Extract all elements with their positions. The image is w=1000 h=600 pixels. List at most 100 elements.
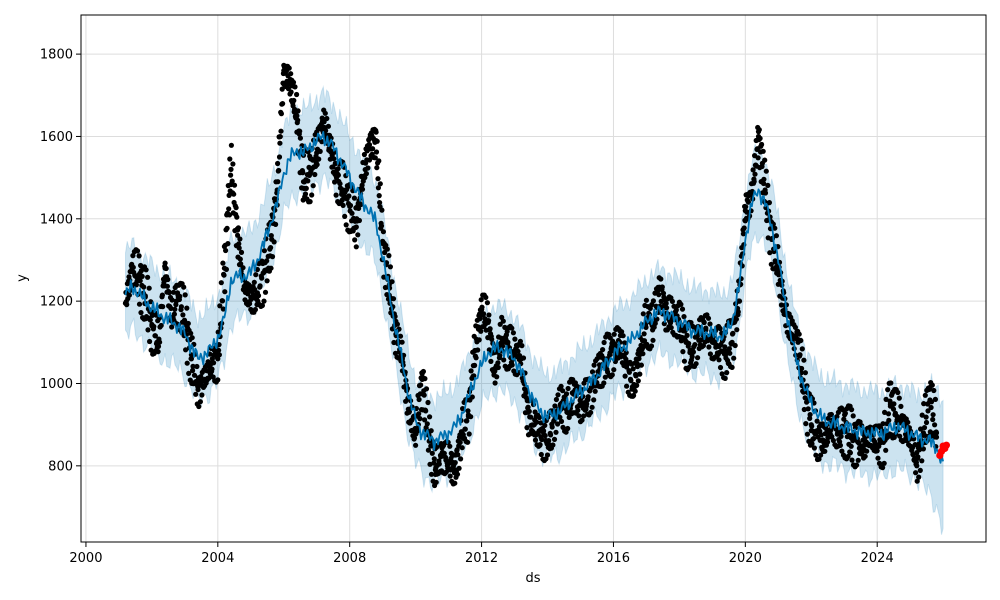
observed-point xyxy=(801,406,807,413)
observed-point xyxy=(380,229,386,235)
observed-point xyxy=(534,419,540,425)
observed-point xyxy=(483,294,489,300)
observed-point xyxy=(722,344,728,350)
observed-point xyxy=(337,185,343,191)
highlight-points xyxy=(936,441,951,460)
observed-point xyxy=(611,331,617,337)
observed-point xyxy=(416,396,422,403)
observed-point xyxy=(664,305,670,311)
observed-point xyxy=(381,274,387,280)
observed-point xyxy=(238,261,244,267)
observed-point xyxy=(552,403,558,409)
observed-point xyxy=(233,205,239,211)
observed-point xyxy=(813,452,819,458)
observed-point xyxy=(809,441,815,447)
observed-point xyxy=(922,392,928,398)
observed-point xyxy=(223,266,229,272)
observed-point xyxy=(839,448,845,454)
x-tick-label: 2012 xyxy=(465,551,498,566)
observed-point xyxy=(210,374,216,380)
observed-point xyxy=(190,367,196,374)
observed-point xyxy=(352,225,359,231)
x-tick-label: 2004 xyxy=(201,551,234,566)
observed-point xyxy=(275,179,281,185)
observed-point xyxy=(340,202,346,208)
observed-point xyxy=(427,414,433,420)
observed-point xyxy=(638,362,645,368)
observed-point xyxy=(215,377,221,383)
observed-point xyxy=(145,274,151,280)
observed-point xyxy=(171,289,177,295)
observed-point xyxy=(730,330,736,336)
observed-point xyxy=(658,276,664,282)
y-tick-label: 1200 xyxy=(40,295,73,310)
observed-point xyxy=(623,350,629,356)
observed-point xyxy=(896,395,902,401)
observed-point xyxy=(916,474,922,480)
observed-point xyxy=(927,429,933,435)
observed-point xyxy=(376,193,382,199)
observed-point xyxy=(732,342,738,349)
observed-point xyxy=(755,155,761,161)
observed-point xyxy=(168,305,174,311)
observed-point xyxy=(886,417,892,423)
observed-point xyxy=(379,207,385,213)
observed-point xyxy=(811,445,818,451)
observed-point xyxy=(466,431,472,437)
observed-point xyxy=(636,356,642,362)
observed-point xyxy=(538,420,544,426)
observed-point xyxy=(457,439,463,445)
observed-point xyxy=(825,439,831,445)
observed-point xyxy=(215,329,221,335)
observed-point xyxy=(324,115,330,122)
observed-point xyxy=(302,191,309,197)
observed-point xyxy=(528,414,534,420)
observed-point xyxy=(228,172,234,178)
observed-point xyxy=(544,452,551,458)
observed-point xyxy=(542,433,548,439)
observed-point xyxy=(668,325,674,331)
observed-point xyxy=(431,456,437,462)
observed-point xyxy=(766,200,773,206)
observed-point xyxy=(881,460,887,466)
observed-point xyxy=(155,349,161,355)
observed-point xyxy=(391,339,397,346)
observed-point xyxy=(555,392,561,398)
observed-point xyxy=(196,403,202,410)
observed-point xyxy=(251,279,257,285)
observed-point xyxy=(353,244,359,250)
observed-point xyxy=(456,465,462,471)
observed-point xyxy=(801,357,807,363)
observed-point xyxy=(512,336,518,342)
observed-point xyxy=(883,396,889,402)
observed-point xyxy=(765,182,771,188)
observed-point xyxy=(874,448,880,454)
observed-point xyxy=(319,139,325,145)
observed-point xyxy=(686,340,692,347)
observed-point xyxy=(760,148,766,154)
observed-point xyxy=(343,222,349,228)
observed-point xyxy=(191,372,198,378)
observed-point xyxy=(356,217,362,224)
observed-point xyxy=(931,387,937,394)
observed-point xyxy=(261,298,267,304)
observed-point xyxy=(328,135,334,141)
observed-point xyxy=(818,432,824,438)
observed-point xyxy=(172,306,178,312)
observed-point xyxy=(615,337,622,344)
observed-point xyxy=(541,428,547,434)
observed-point xyxy=(252,286,258,293)
observed-point xyxy=(217,303,223,309)
observed-point xyxy=(546,438,552,444)
observed-point xyxy=(916,447,923,453)
observed-point xyxy=(429,450,435,456)
observed-point xyxy=(560,388,566,394)
observed-point xyxy=(650,298,657,304)
observed-point xyxy=(845,453,851,460)
observed-point xyxy=(349,210,355,216)
observed-point xyxy=(423,408,429,414)
observed-point xyxy=(488,358,494,364)
observed-point xyxy=(252,307,258,313)
observed-point xyxy=(855,457,861,463)
